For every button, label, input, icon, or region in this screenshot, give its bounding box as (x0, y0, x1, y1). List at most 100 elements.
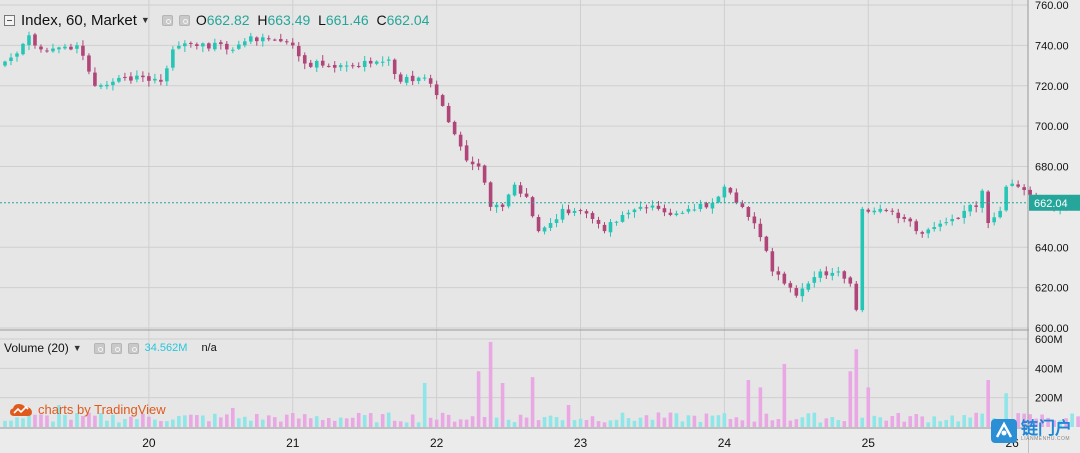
volume-tick-label: 400M (1035, 363, 1063, 375)
candle-body (440, 95, 445, 106)
collapse-icon[interactable] (4, 14, 15, 26)
volume-bar (524, 417, 529, 427)
price-badge (1029, 194, 1080, 211)
volume-bar (572, 420, 577, 427)
candle-body (686, 208, 691, 212)
tradingview-branding[interactable]: charts by TradingView (10, 402, 166, 417)
candle-body (1022, 187, 1026, 191)
volume-bar (470, 416, 475, 427)
candle-body (332, 64, 337, 68)
volume-bar (980, 413, 984, 427)
volume-bar (548, 415, 553, 427)
candle-body (195, 44, 199, 46)
time-axis-panel (0, 429, 1028, 453)
volume-bar (788, 420, 793, 427)
y-tick-label: 600.00 (1035, 323, 1069, 335)
candle-body (243, 41, 247, 46)
candle-body (1004, 186, 1008, 211)
symbol-label[interactable]: Index, 60, Market (21, 11, 137, 29)
candle-body (434, 84, 439, 96)
gear-icon[interactable] (110, 342, 122, 354)
candle-body (938, 223, 943, 227)
volume-bar (1004, 393, 1008, 427)
eye-icon[interactable] (93, 342, 105, 354)
volume-bar (686, 415, 691, 427)
volume-bar (213, 413, 217, 427)
volume-bar (506, 419, 511, 427)
volume-bar (776, 419, 781, 427)
chevron-down-icon[interactable]: ▼ (72, 343, 82, 353)
volume-bar (500, 383, 505, 427)
lianmenhu-logo-icon (991, 419, 1017, 443)
volume-bar (824, 418, 829, 427)
candle-body (314, 60, 319, 68)
candle-body (398, 74, 403, 82)
candle-body (896, 212, 901, 219)
volume-legend: Volume (20) ▼ 34.562M n/a (4, 340, 217, 356)
volume-bar (962, 415, 966, 427)
candle-body (464, 145, 469, 161)
volume-bar (740, 420, 745, 427)
volume-bar (1046, 417, 1050, 427)
candle-body (608, 222, 613, 233)
candle-body (788, 283, 793, 288)
x-tick-label: 22 (430, 436, 444, 450)
candle-body (39, 46, 43, 50)
eye-icon[interactable] (161, 14, 173, 26)
volume-bar (782, 363, 787, 427)
candle-body (386, 59, 391, 61)
volume-bar (338, 417, 343, 427)
candle-body (320, 60, 325, 66)
candle-body (57, 47, 61, 50)
candle-body (752, 216, 757, 224)
volume-bar (1064, 418, 1068, 427)
volume-bar (476, 371, 481, 427)
volume-bar (494, 417, 499, 427)
volume-bar (974, 412, 978, 427)
volume-bar (794, 419, 799, 427)
chevron-down-icon[interactable]: ▼ (140, 15, 150, 25)
tradingview-cloud-icon (10, 403, 32, 417)
candle-body (368, 60, 373, 64)
volume-bar (878, 417, 883, 427)
candle-body (740, 203, 745, 208)
candle-body (237, 44, 241, 49)
x-tick-label: 23 (574, 436, 588, 450)
volume-bar (932, 416, 937, 427)
candle-body (596, 219, 601, 224)
close-icon[interactable] (127, 342, 139, 354)
candle-body (824, 271, 829, 276)
candle-body (99, 85, 103, 87)
candle-body (932, 227, 937, 230)
volume-bar (356, 412, 361, 427)
gear-icon[interactable] (178, 14, 190, 26)
candle-body (105, 84, 109, 87)
candle-body (704, 203, 709, 208)
volume-bar (284, 414, 289, 427)
volume-title[interactable]: Volume (20) (4, 341, 69, 355)
volume-bar (1034, 418, 1038, 427)
candle-body (254, 37, 259, 42)
candle-body (632, 209, 637, 213)
candle-body (338, 65, 343, 68)
candle-body (422, 77, 427, 79)
volume-bar (260, 419, 265, 427)
volume-bar (75, 413, 79, 427)
volume-bar (812, 412, 817, 427)
volume-bar (746, 380, 751, 427)
ohlc-readout: O662.82 H663.49 L661.46 C662.04 (195, 12, 430, 28)
volume-bar (920, 416, 925, 427)
candle-body (63, 46, 67, 49)
candle-body (141, 75, 145, 78)
volume-bar (626, 418, 631, 427)
candle-body (410, 75, 415, 82)
volume-bar (806, 413, 811, 427)
branding-text[interactable]: charts by TradingView (38, 402, 166, 417)
volume-bar (207, 421, 211, 427)
candle-body (536, 217, 541, 232)
candle-body (272, 39, 277, 41)
candle-body (962, 210, 966, 218)
volume-bar (380, 414, 385, 427)
